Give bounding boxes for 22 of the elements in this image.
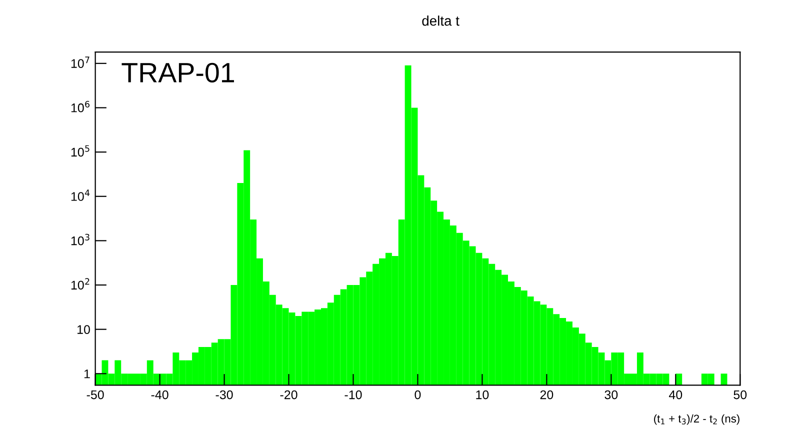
y-tick-label: 10$^{6}$ <box>71 100 90 112</box>
y-tick-label: 10 <box>78 325 90 334</box>
y-tick-label: 10$^{7}$ <box>71 56 90 68</box>
x-axis-title: (t$_{1}$ + t$_{3}$)/2 - t$_{2}$ (ns) <box>654 414 740 425</box>
y-tick-label: 10$^{3}$ <box>71 234 90 246</box>
x-tick-label: 40 <box>668 390 682 400</box>
chart-title: delta t <box>422 16 460 26</box>
x-tick-label: -10 <box>344 390 362 400</box>
y-tick-label: 10$^{2}$ <box>71 278 90 290</box>
y-tick-label: 10$^{5}$ <box>71 145 90 157</box>
y-tick-label: 10$^{4}$ <box>71 190 90 201</box>
x-tick-label: 20 <box>540 390 554 400</box>
x-tick-label: -50 <box>86 390 104 400</box>
annotation: TRAP-01 <box>122 62 234 82</box>
x-tick-label: -40 <box>151 390 168 400</box>
x-tick-label: 30 <box>604 390 618 400</box>
x-tick-label: -20 <box>280 390 298 400</box>
x-tick-label: 0 <box>414 390 421 400</box>
x-tick-label: 50 <box>734 390 747 400</box>
y-tick-label: 1 <box>84 370 90 378</box>
x-tick-label: -30 <box>216 390 233 400</box>
x-tick-label: 10 <box>476 390 489 400</box>
